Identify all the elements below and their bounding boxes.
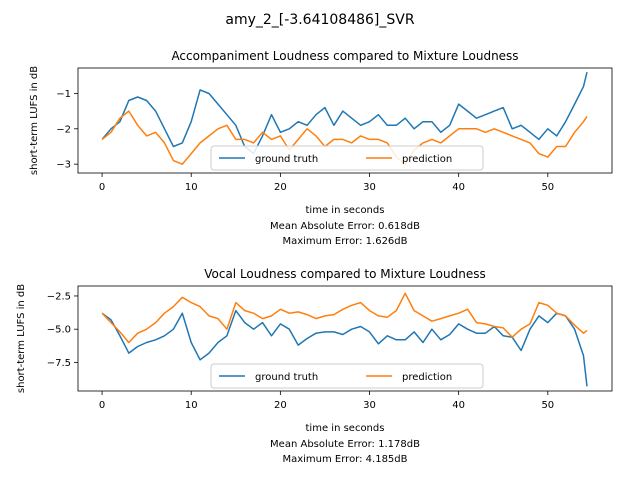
chart-legend: ground truth prediction [210, 363, 484, 389]
legend-label: prediction [402, 154, 452, 165]
y-tick-label: −5.0 [47, 325, 71, 336]
legend-label: ground truth [255, 154, 318, 165]
x-tick-label: 20 [274, 400, 287, 411]
x-tick-label: 10 [185, 400, 198, 411]
y-axis-label: short-term LUFS in dB [16, 284, 27, 393]
y-tick-label: −3 [56, 160, 71, 171]
chart-panel-2: Vocal Loudness compared to Mixture Loudn… [16, 267, 613, 465]
series-line-prediction [101, 110, 588, 165]
y-tick-label: −2.5 [47, 291, 71, 302]
series-line-ground-truth [101, 72, 588, 155]
figure-suptitle: amy_2_[-3.64108486]_SVR [225, 12, 414, 28]
error-annotation: Mean Absolute Error: 0.618dB [270, 221, 420, 232]
error-annotation: Maximum Error: 1.626dB [282, 236, 407, 247]
x-tick-label: 30 [363, 400, 376, 411]
legend-label: prediction [402, 372, 452, 383]
x-axis-label: time in seconds [306, 423, 385, 434]
error-annotation: Mean Absolute Error: 1.178dB [270, 439, 420, 450]
y-tick-label: −1 [56, 89, 71, 100]
y-axis-label: short-term LUFS in dB [29, 66, 40, 175]
chart-panel-1: Accompaniment Loudness compared to Mixtu… [29, 49, 613, 247]
plot-frame [77, 285, 613, 392]
x-tick-label: 40 [452, 182, 465, 193]
x-tick-label: 10 [185, 182, 198, 193]
legend-label: ground truth [255, 372, 318, 383]
y-tick-label: −2 [56, 124, 71, 135]
x-axis-label: time in seconds [306, 205, 385, 216]
x-tick-label: 0 [99, 400, 105, 411]
x-tick-label: 50 [541, 182, 554, 193]
series-line-ground-truth [101, 309, 588, 387]
x-tick-label: 20 [274, 182, 287, 193]
plot-frame [77, 67, 613, 174]
chart-legend: ground truth prediction [210, 145, 484, 171]
series-line-prediction [101, 292, 588, 344]
y-tick-label: −7.5 [47, 358, 71, 369]
chart-title: Accompaniment Loudness compared to Mixtu… [171, 49, 518, 63]
x-tick-label: 0 [99, 182, 105, 193]
legend-box [210, 363, 484, 389]
x-tick-label: 30 [363, 182, 376, 193]
x-tick-label: 50 [541, 400, 554, 411]
legend-box [210, 145, 484, 171]
error-annotation: Maximum Error: 4.185dB [282, 454, 407, 465]
chart-title: Vocal Loudness compared to Mixture Loudn… [204, 267, 486, 281]
x-tick-label: 40 [452, 400, 465, 411]
